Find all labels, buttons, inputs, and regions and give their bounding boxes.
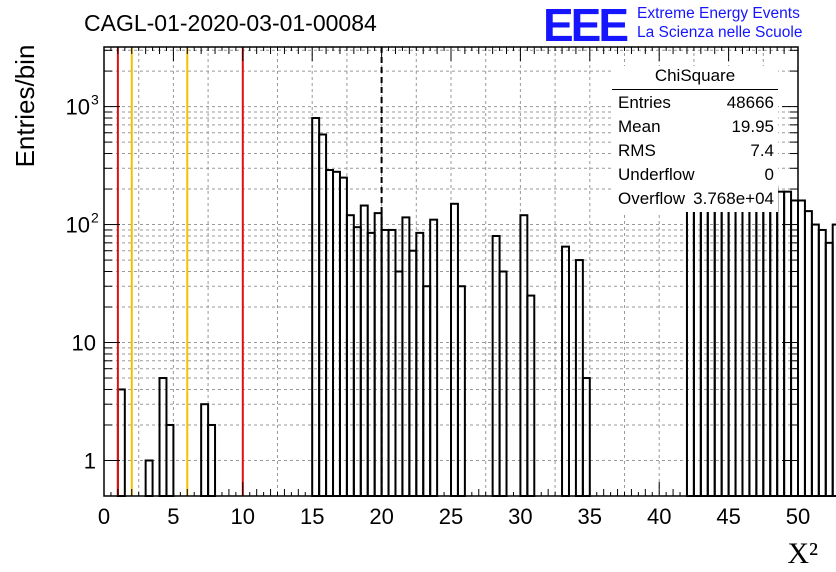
histogram-bin (817, 228, 827, 498)
histogram-bin (797, 199, 806, 498)
stats-label: Entries (618, 93, 671, 112)
stats-value: 7.4 (750, 141, 774, 160)
stats-label: Underflow (618, 165, 695, 184)
histogram-bin (408, 249, 418, 497)
stats-divider (612, 89, 778, 90)
histogram-bin (456, 285, 466, 497)
histogram-bin (741, 196, 751, 498)
y-tick-label-exponent: 3 (91, 92, 99, 108)
x-tick-label: 35 (578, 504, 602, 529)
histogram-bin (332, 170, 341, 497)
y-tick-label: 10 (66, 95, 90, 120)
stats-value: 19.95 (731, 117, 774, 136)
stats-title: ChiSquare (654, 66, 736, 85)
plot-title: CAGL-01-2020-03-01-00084 (84, 10, 377, 36)
histogram-bin (803, 210, 813, 497)
eee-logo: EEE (543, 0, 629, 51)
y-tick-label: 1 (84, 448, 96, 473)
y-axis-label: Entries/bin (10, 45, 40, 168)
histogram-bin (561, 245, 570, 497)
histogram-bin (498, 270, 508, 497)
stats-value: 3.768e+04 (693, 189, 774, 208)
axes (103, 46, 799, 497)
histogram-bin (776, 190, 786, 497)
histogram-bin (429, 218, 439, 498)
y-tick-label: 10 (72, 331, 96, 356)
histogram-bin (824, 241, 834, 497)
x-tick-label: 30 (508, 504, 532, 529)
stats-box: ChiSquare Entries 48666 Mean 19.95 RMS 7… (612, 66, 778, 212)
histogram-bin (116, 388, 126, 497)
histogram-bin (359, 204, 369, 497)
y-tick-label-exponent: 2 (91, 210, 99, 226)
x-axis-label: X² (787, 537, 818, 570)
histogram-bin (345, 214, 355, 498)
histogram-bin (519, 214, 529, 498)
histogram-bin (394, 270, 404, 497)
histogram-bin (526, 294, 536, 497)
histogram-bin (810, 223, 820, 498)
stats-value: 48666 (726, 93, 774, 112)
histogram-bin (338, 176, 348, 497)
reference-lines (116, 47, 383, 496)
histogram-bin (783, 190, 793, 497)
x-tick-label: 15 (300, 504, 324, 529)
histogram-bin (450, 202, 459, 497)
x-tick-label: 25 (439, 504, 463, 529)
histogram-bin (387, 228, 397, 498)
histogram-bin (422, 285, 432, 497)
x-tick-label: 5 (167, 504, 179, 529)
histogram-bin (769, 185, 779, 497)
x-tick-label: 10 (231, 504, 255, 529)
histogram-bin (415, 231, 425, 498)
histogram-bin (727, 162, 737, 497)
histogram-bin (144, 459, 154, 497)
x-tick-label: 40 (647, 504, 671, 529)
x-tick-label: 20 (369, 504, 393, 529)
x-tick-label: 45 (716, 504, 740, 529)
y-tick-label: 10 (66, 213, 90, 238)
histogram-bin (755, 165, 765, 497)
histogram-bin (366, 231, 376, 498)
stats-label: RMS (618, 141, 656, 160)
histogram-bin (200, 403, 210, 497)
histogram-bin (401, 216, 411, 497)
logo-line-1: Extreme Energy Events (637, 5, 800, 22)
histogram-bin (380, 228, 390, 498)
histogram-bin (158, 377, 168, 498)
stats-label: Overflow (618, 189, 686, 208)
x-tick-label: 0 (98, 504, 110, 529)
x-tick-label: 50 (786, 504, 810, 529)
histogram-bin (491, 234, 501, 497)
logo-line-2: La Scienza nelle Scuole (637, 24, 803, 41)
histogram-bin (373, 212, 383, 497)
histogram-bin (325, 169, 335, 497)
histogram-bin (581, 377, 591, 498)
stats-value: 0 (764, 165, 774, 184)
histogram-bin (831, 223, 836, 498)
stats-label: Mean (618, 117, 661, 136)
histogram-bin (352, 226, 362, 497)
